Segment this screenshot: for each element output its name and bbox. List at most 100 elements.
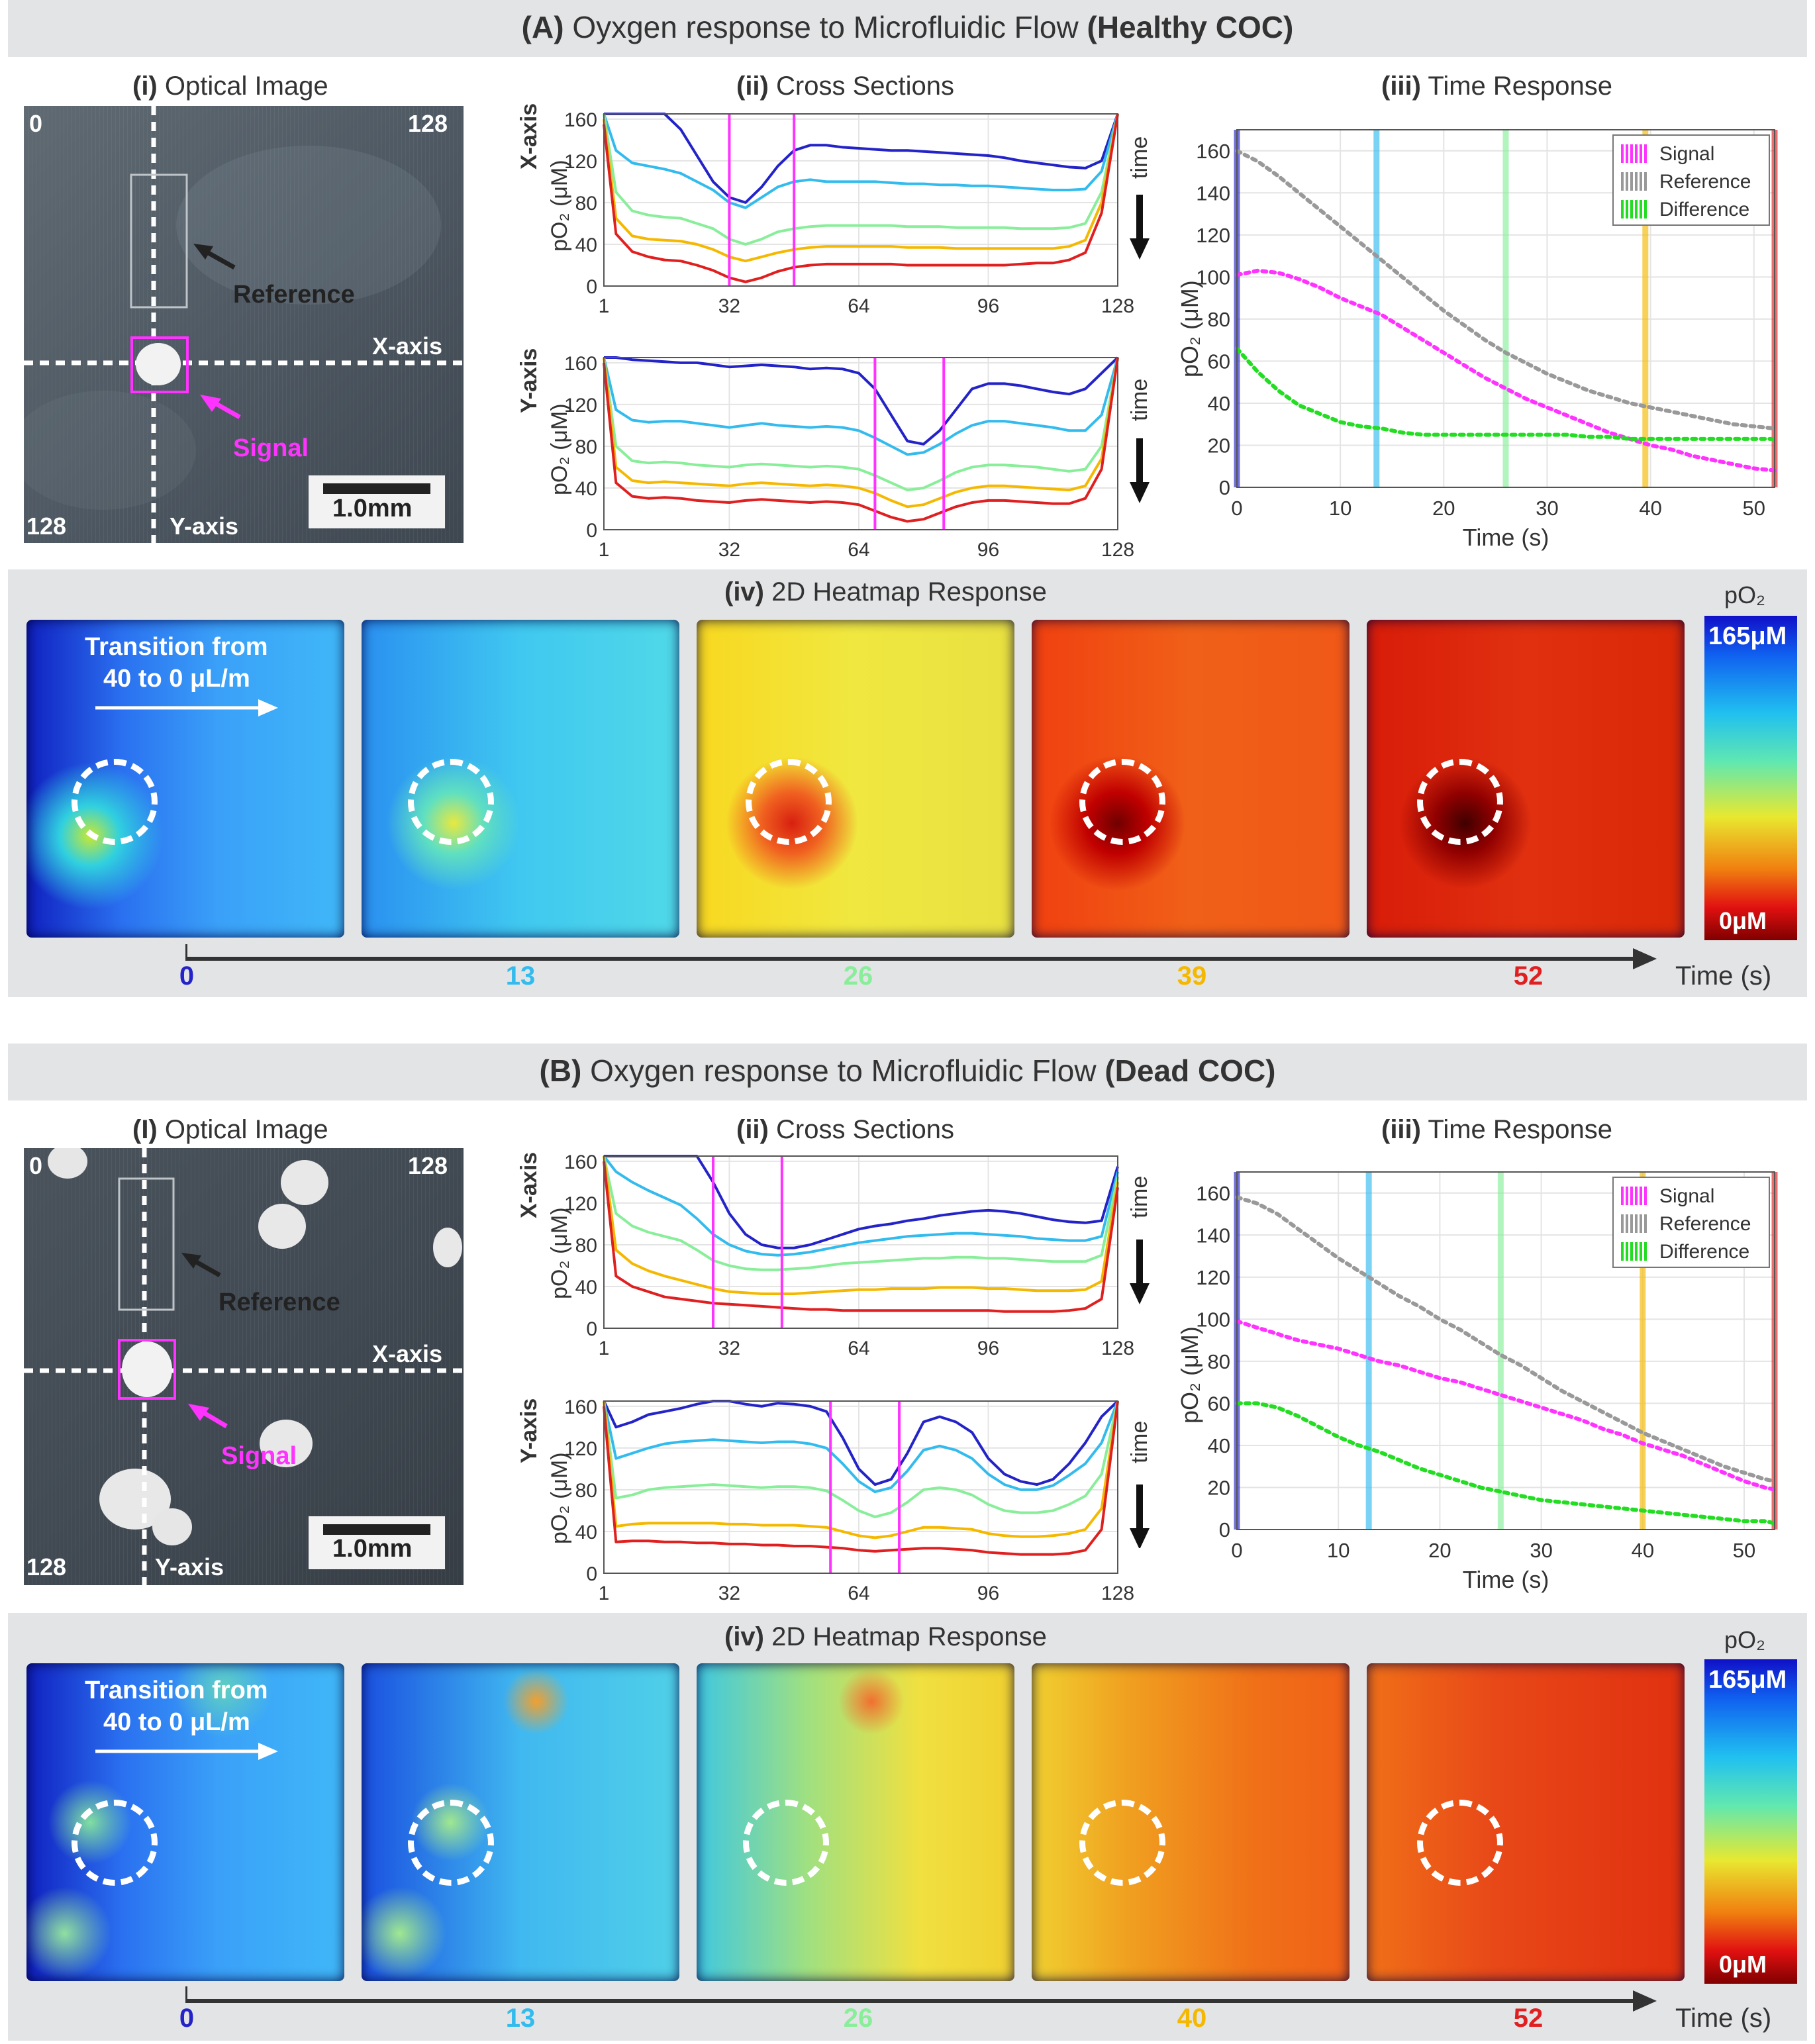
y-tick-label: 40 [575,234,597,256]
y-tick-label: 160 [564,353,597,375]
panel-a-transition-line1: Transition from [85,633,268,661]
legend-label-difference: Difference [1659,1241,1749,1263]
series-line-26-s [603,113,1119,246]
panel-a-colorbar-bottom: 0μM [1719,907,1767,934]
panel-b-scalebar-label: 1.0mm [332,1535,413,1563]
x-axis-label: Time (s) [1463,1566,1549,1593]
panel-a-heatmap-circle-t13 [408,759,494,845]
panel-a-time-arrows [1130,195,1150,503]
panel-b-cross-x-chart: 0 40 80 120 160 1 32 64 96 128 [564,1151,1134,1359]
x-tick-label: 96 [977,1582,999,1604]
panel-a-transition-arrow [95,699,278,716]
y-tick-label: 80 [575,193,597,215]
y-tick-label: 40 [1208,1434,1230,1457]
panel-a-cross-x-label: X-axis [516,103,542,170]
panel-a-time-tick-1: 13 [505,961,536,991]
panel-b-colorbar-title: pO₂ [1724,1626,1765,1653]
series-line-52-s [603,357,1119,523]
series-line-signal [1235,1319,1777,1492]
y-tick-label: 140 [1196,181,1230,205]
panel-b-heatmap-circle-t13 [408,1800,494,1886]
legend-label-signal: Signal [1659,1185,1714,1207]
y-tick-label: 60 [1208,1392,1230,1415]
panel-b-title: (B) Oxygen response to Microfluidic Flow… [539,1053,1276,1088]
x-tick-label: 128 [1101,1338,1134,1359]
panel-b-time-tick-4: 52 [1513,2004,1544,2033]
x-tick-label: 96 [977,1338,999,1359]
y-tick-label: 40 [1208,392,1230,415]
y-tick-label: 60 [1208,350,1230,373]
series-line-39-s [603,1155,1119,1295]
panel-b-heatmap-circle-t26 [743,1800,829,1886]
y-tick-label: 140 [1196,1224,1230,1247]
panel-b-reference-label: Reference [219,1289,340,1316]
panel-a-title-band [8,0,1807,57]
panel-b-cross-title: (ii) Cross Sections [736,1115,954,1144]
panel-b-colorbar-bottom: 0μM [1719,1951,1767,1978]
panel-b-heatmap-title: (iv) 2D Heatmap Response [724,1622,1047,1651]
y-tick-label: 0 [1219,1518,1230,1541]
panel-b-heatmap-t52 [1367,1663,1685,1981]
plot-frame [603,357,1118,530]
plot-frame [1236,129,1775,488]
x-tick-label: 30 [1536,497,1558,520]
series-line-26-s [603,1400,1119,1518]
panel-a-scalebar-label: 1.0mm [332,495,413,522]
x-tick-label: 96 [977,295,999,317]
panel-b-yaxis-label: Y-axis [155,1553,224,1581]
panel-a-time-tick-0: 0 [179,961,195,991]
panel-a-heatmap-t52 [1367,620,1685,938]
panel-a-cross-x-chart: 0 40 80 120 160 1 32 64 96 128 [564,109,1134,317]
y-tick-label: 40 [575,1522,597,1543]
y-tick-label: 160 [564,109,597,131]
legend-swatch [1621,200,1624,219]
series-line-0-s [603,1400,1119,1486]
legend-swatch [1630,200,1633,219]
panel-a-time-word-1: time [1127,136,1152,179]
panel-a-time-ylabel: pO₂ (μM) [1176,280,1203,377]
legend-swatch [1621,1242,1624,1261]
optical-dead-cell-5 [260,1420,313,1467]
legend-swatch [1630,1187,1633,1205]
panel-b-xaxis-label: X-axis [372,1340,443,1367]
x-tick-label: 0 [1231,1539,1242,1562]
x-tick-label: 1 [599,1338,610,1359]
series-line-reference [1235,1195,1777,1483]
y-tick-label: 0 [586,1318,597,1340]
panel-a-optical-image [24,106,464,543]
panel-a-time-tick-4: 52 [1513,961,1544,991]
panel-b-heatmap-circle-t0 [72,1800,158,1886]
panel-a-cross-y-chart: 0 40 80 120 160 1 32 64 96 128 [564,353,1134,561]
legend-swatch [1640,144,1642,163]
legend-swatch [1626,1214,1628,1233]
legend-label-reference: Reference [1659,1213,1751,1235]
y-tick-label: 160 [564,1396,597,1418]
series-line-26-s [603,1155,1119,1271]
plot-frame [1236,1171,1775,1530]
panel-b-title-band [8,1044,1807,1100]
y-tick-label: 80 [575,1480,597,1502]
series-line-39-s [603,1400,1119,1539]
legend-swatch [1640,200,1642,219]
panel-a-heatmap-circle-t52 [1417,759,1503,845]
panel-b-cross-y-chart: 0 40 80 120 160 1 32 64 96 128 [564,1396,1134,1604]
panel-a-yaxis-label: Y-axis [170,512,239,540]
legend-swatch [1630,1242,1633,1261]
panel-a-heatmap-t26 [697,620,1014,938]
panel-a-colorbar-title: pO₂ [1724,581,1765,608]
optical-signal-cell [136,343,181,385]
panel-b-heatmap-t26 [697,1663,1014,1981]
legend-swatch [1644,1187,1647,1205]
panel-a-transition-line2: 40 to 0 μL/m [103,665,250,693]
y-tick-label: 0 [586,276,597,298]
panel-b-cross-y-label: Y-axis [516,1398,542,1463]
x-tick-label: 64 [848,1338,869,1359]
series-line-reference [1235,148,1777,431]
y-tick-label: 120 [1196,1266,1230,1289]
legend-swatch [1635,172,1638,191]
y-tick-label: 80 [1208,1350,1230,1373]
panel-b-optical-title: (I) Optical Image [132,1115,328,1144]
optical-dead-cell-1 [48,1148,87,1179]
panel-b-time-tick-2: 26 [843,2004,873,2033]
panel-b-transition-line2: 40 to 0 μL/m [103,1708,250,1736]
